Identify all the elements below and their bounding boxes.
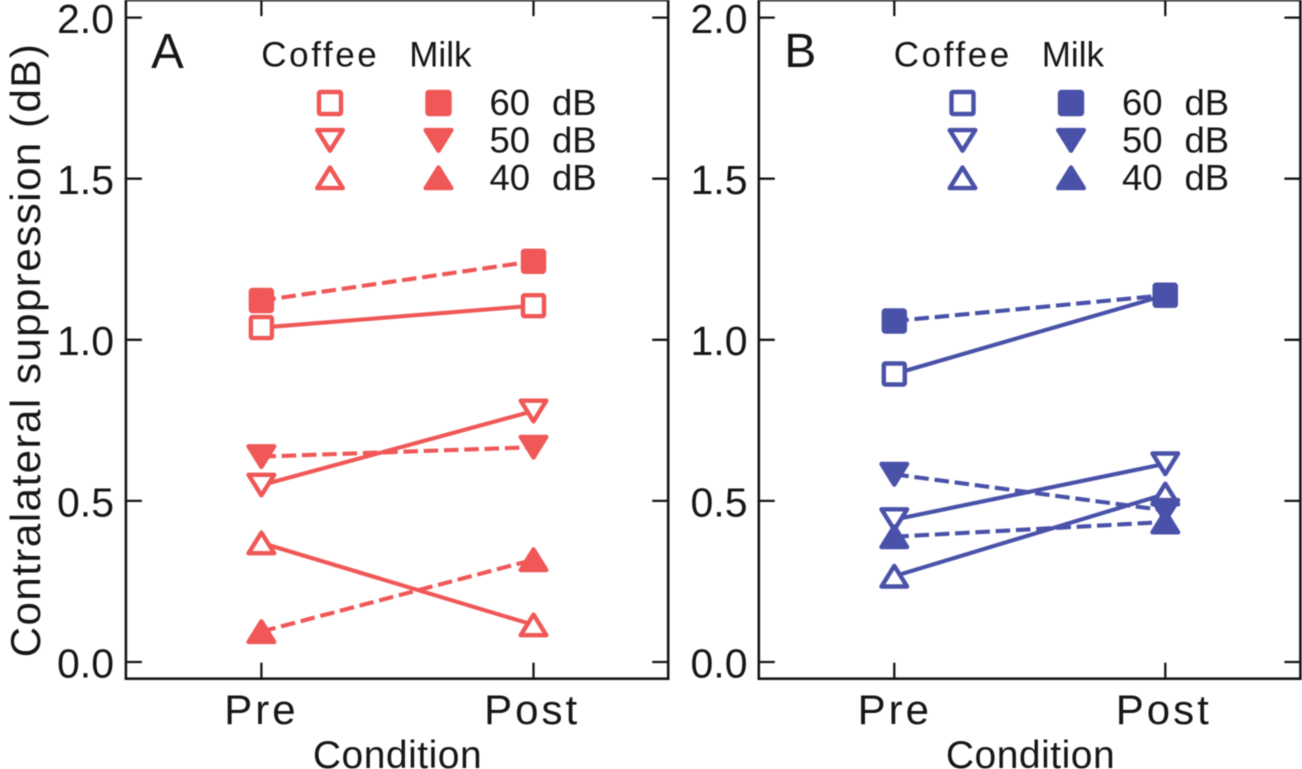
svg-text:0.0: 0.0 [691,640,748,686]
svg-text:1.5: 1.5 [691,157,748,203]
svg-text:2.0: 2.0 [57,0,114,42]
svg-text:dB: dB [552,157,597,198]
svg-text:40: 40 [1122,157,1163,198]
svg-text:Condition: Condition [946,734,1115,769]
svg-text:dB: dB [1185,82,1230,123]
svg-text:Pre: Pre [224,686,298,733]
svg-text:A: A [151,25,184,79]
svg-text:Milk: Milk [409,36,472,75]
svg-text:60: 60 [1122,82,1163,123]
svg-text:Condition: Condition [313,734,482,769]
svg-text:50: 50 [490,120,531,161]
svg-text:0.5: 0.5 [57,479,114,525]
svg-text:2.0: 2.0 [691,0,748,42]
svg-text:50: 50 [1122,120,1163,161]
svg-text:1.5: 1.5 [57,157,114,203]
svg-text:Post: Post [484,686,580,733]
svg-text:0.0: 0.0 [57,640,114,686]
svg-text:1.0: 1.0 [57,318,114,364]
svg-text:dB: dB [1185,120,1230,161]
svg-text:Coffee: Coffee [894,36,1012,75]
svg-text:1.0: 1.0 [691,318,748,364]
svg-text:Contralateral suppression (dB): Contralateral suppression (dB) [2,43,49,658]
svg-text:Post: Post [1116,686,1212,733]
svg-text:dB: dB [552,82,597,123]
svg-text:Milk: Milk [1042,36,1105,75]
svg-text:dB: dB [1185,157,1230,198]
svg-text:60: 60 [490,82,531,123]
svg-text:0.5: 0.5 [691,479,748,525]
svg-text:Coffee: Coffee [261,36,379,75]
svg-text:dB: dB [552,120,597,161]
svg-text:Pre: Pre [858,686,932,733]
svg-text:40: 40 [490,157,531,198]
svg-text:B: B [784,25,816,78]
